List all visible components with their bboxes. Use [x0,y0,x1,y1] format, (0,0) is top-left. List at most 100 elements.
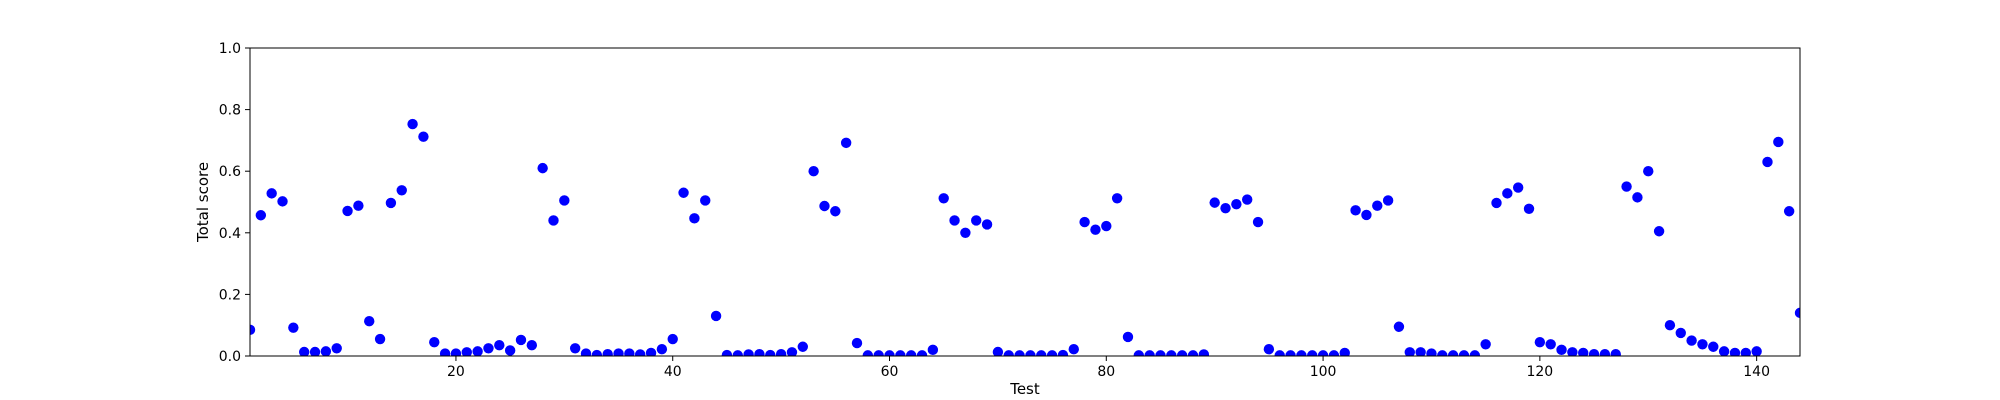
data-point [1686,335,1697,346]
data-point [1220,202,1231,214]
data-point [1545,339,1556,350]
data-point [342,205,353,217]
x-tick-label: 40 [664,364,682,380]
x-tick-label: 120 [1526,364,1553,380]
data-point [298,346,310,356]
data-point [1458,350,1470,356]
data-point [429,336,440,348]
data-point [1491,197,1502,209]
data-point [591,349,603,356]
data-point [1263,344,1275,355]
data-point [916,350,928,356]
data-point [1155,350,1166,356]
data-point [439,348,451,356]
data-point [1588,348,1600,356]
x-axis: 20 40 60 80 100 120 140 [447,356,1770,380]
data-point [1729,347,1741,356]
data-point [905,350,917,356]
data-point [1599,348,1611,356]
data-point [250,324,256,336]
data-point [1274,350,1285,356]
data-point [700,195,711,206]
data-point [1166,350,1177,356]
data-point [1664,320,1676,331]
data-point [1068,344,1079,355]
data-point [635,349,646,356]
data-point [1014,350,1025,356]
data-point [624,348,635,356]
data-point [1252,216,1264,228]
data-point [1512,182,1524,193]
data-point [569,343,581,354]
data-point [1046,350,1058,356]
data-point [331,343,342,354]
data-point [1285,350,1296,356]
data-point [1718,346,1730,356]
data-point [1187,350,1199,356]
data-point [949,215,960,226]
data-point [1783,206,1795,217]
data-point [1133,350,1145,356]
data-point [526,340,538,351]
x-tick-label: 60 [881,364,899,380]
y-tick-label: 0.2 [219,287,241,303]
data-point [786,347,798,356]
data-point [1697,339,1708,350]
data-point [1740,347,1752,356]
data-point [580,348,592,356]
data-point [1653,226,1665,237]
data-point [1307,350,1318,356]
data-point [1632,192,1643,203]
data-point [309,346,321,356]
data-point [353,200,364,211]
data-point [1003,350,1014,356]
data-point [548,215,559,226]
data-point [1122,331,1134,343]
data-point [1328,350,1340,356]
x-axis-label: Test [1009,380,1040,398]
data-point [1101,220,1112,232]
x-tick-label: 140 [1743,364,1770,380]
data-point [396,185,407,196]
x-tick-label: 80 [1097,364,1115,380]
data-point [1578,347,1589,356]
data-point [667,333,678,345]
data-point [710,310,722,322]
data-point [602,348,613,356]
data-point [1339,347,1350,356]
data-point [1393,321,1405,332]
data-point [1144,350,1155,356]
data-point [461,347,472,356]
data-point [1556,344,1567,356]
data-point [1523,203,1535,214]
data-point [1372,200,1383,211]
data-point [754,348,765,356]
x-tick-label: 20 [447,364,465,380]
data-point [656,344,668,355]
data-point [775,348,787,356]
data-point [862,350,874,356]
y-tick-label: 0.8 [219,103,241,119]
data-point [537,162,548,174]
data-point [1361,209,1372,221]
data-point [938,193,949,204]
data-point [1534,336,1546,348]
data-point [1079,216,1090,228]
data-point [895,350,906,356]
data-point [927,344,939,356]
data-point [1242,194,1253,205]
data-point [320,346,332,356]
data-point [1404,347,1415,356]
data-point [1296,350,1307,356]
y-axis-label: Total score [194,162,212,243]
data-point [1794,307,1800,319]
data-point [797,341,808,352]
data-point [1437,350,1448,356]
data-point [1317,350,1329,356]
data-point [851,337,863,349]
data-point [840,137,852,149]
data-point [374,333,386,345]
y-tick-label: 0.0 [219,349,241,365]
data-point [494,340,505,351]
